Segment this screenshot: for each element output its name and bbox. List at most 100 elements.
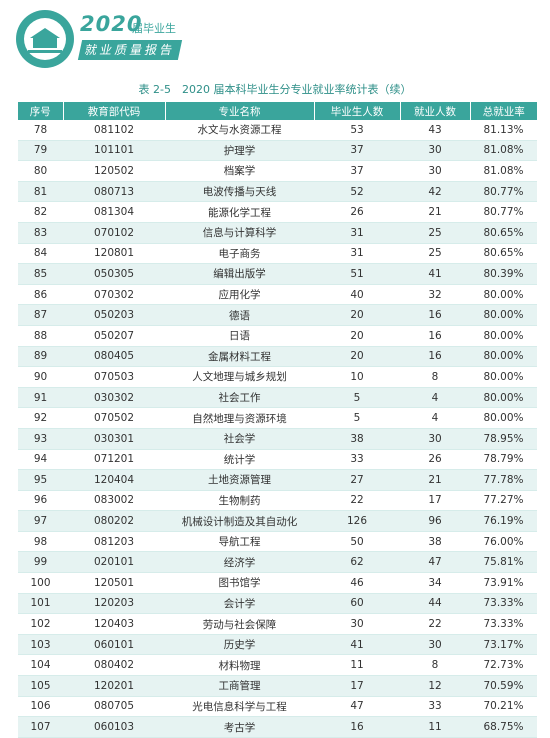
table-cell: 10	[314, 366, 400, 388]
table-row: 95 120404 土地资源管理 27 21 77.78%	[18, 469, 537, 491]
table-cell: 5	[314, 387, 400, 409]
table-cell: 72.73%	[470, 654, 537, 677]
table-cell: 050207	[63, 325, 165, 347]
table-cell: 44	[400, 593, 470, 615]
table-row: 80 120502 档案学 37 30 81.08%	[18, 160, 537, 182]
table-cell: 80.00%	[470, 366, 537, 388]
header-row: 序号 教育部代码 专业名称 毕业生人数 就业人数 总就业率	[18, 102, 537, 120]
table-cell: 030301	[63, 428, 165, 450]
table-cell: 16	[400, 325, 470, 347]
table-cell: 33	[400, 696, 470, 718]
table-cell: 16	[400, 346, 470, 368]
page: 2020 届毕业生 就业质量报告 表 2-5 2020 届本科毕业生分专业就业率…	[16, 10, 537, 738]
table-cell: 17	[400, 490, 470, 512]
table-cell: 26	[400, 449, 470, 471]
table-caption: 表 2-5 2020 届本科毕业生分专业就业率统计表（续）	[138, 83, 412, 96]
table-cell: 37	[314, 140, 400, 162]
table-cell: 080713	[63, 181, 165, 203]
table-cell: 071201	[63, 449, 165, 471]
table-cell: 4	[400, 407, 470, 429]
table-cell: 070502	[63, 407, 165, 429]
table-row: 91 030302 社会工作 5 4 80.00%	[18, 387, 537, 409]
table-cell: 50	[314, 531, 400, 553]
table-cell: 120502	[63, 160, 165, 182]
table-cell: 应用化学	[165, 284, 314, 306]
table-cell: 96	[400, 510, 470, 532]
table-row: 106 080705 光电信息科学与工程 47 33 70.21%	[18, 696, 537, 718]
table-row: 92 070502 自然地理与资源环境 5 4 80.00%	[18, 407, 537, 429]
table-cell: 81	[18, 181, 63, 203]
table-cell: 105	[18, 675, 63, 697]
table-row: 102 120403 劳动与社会保障 30 22 73.33%	[18, 613, 537, 635]
table-cell: 120501	[63, 572, 165, 594]
table-row: 87 050203 德语 20 16 80.00%	[18, 304, 537, 326]
table-cell: 80.39%	[470, 263, 537, 285]
table-cell: 护理学	[165, 140, 314, 162]
table-cell: 5	[314, 407, 400, 429]
table-cell: 30	[400, 428, 470, 450]
table-body: 78 081102 水文与水资源工程 53 43 81.13% 79 101101 护理学 37 3…	[18, 120, 537, 738]
column-header: 就业人数	[399, 102, 470, 120]
table-cell: 17	[314, 675, 400, 697]
table-cell: 82	[18, 201, 63, 223]
table-row: 94 071201 统计学 33 26 78.79%	[18, 449, 537, 471]
table-cell: 80.77%	[470, 181, 537, 203]
table-cell: 080405	[63, 346, 165, 368]
table-cell: 机械设计制造及其自动化	[165, 510, 314, 532]
table-cell: 97	[18, 510, 63, 532]
table-cell: 社会学	[165, 428, 314, 450]
table-row: 99 020101 经济学 62 47 75.81%	[18, 551, 537, 574]
table-cell: 070102	[63, 222, 165, 244]
table-cell: 73.17%	[470, 634, 537, 656]
table-cell: 能源化学工程	[165, 201, 314, 223]
table-cell: 32	[400, 284, 470, 306]
table-row: 78 081102 水文与水资源工程 53 43 81.13%	[18, 120, 537, 141]
table-row: 88 050207 日语 20 16 80.00%	[18, 325, 537, 347]
table-cell: 70.59%	[470, 675, 537, 697]
table-cell: 人文地理与城乡规划	[165, 366, 314, 388]
table-cell: 导航工程	[165, 531, 314, 553]
table: 序号 教育部代码 专业名称 毕业生人数 就业人数 总就业率 78 081102 水文与水资源工…	[18, 102, 537, 738]
table-cell: 120801	[63, 243, 165, 265]
table-cell: 80.65%	[470, 222, 537, 244]
table-cell: 劳动与社会保障	[165, 613, 314, 635]
table-cell: 081203	[63, 531, 165, 553]
table-cell: 92	[18, 407, 63, 429]
table-row: 107 060103 考古学 16 11 68.75%	[18, 716, 537, 738]
table-cell: 47	[314, 696, 400, 718]
table-cell: 21	[400, 201, 470, 223]
table-cell: 38	[400, 531, 470, 553]
table-cell: 4	[400, 387, 470, 409]
table-cell: 95	[18, 469, 63, 491]
table-cell: 41	[400, 263, 470, 285]
table-cell: 78.95%	[470, 428, 537, 450]
table-cell: 52	[314, 181, 400, 203]
table-cell: 社会工作	[165, 387, 314, 409]
table-cell: 16	[314, 716, 400, 738]
table-cell: 30	[400, 634, 470, 656]
table-cell: 81.08%	[470, 160, 537, 182]
table-cell: 081304	[63, 201, 165, 223]
table-cell: 080202	[63, 510, 165, 532]
table-cell: 80.00%	[470, 387, 537, 409]
table-row: 96 083002 生物制药 22 17 77.27%	[18, 490, 537, 512]
table-cell: 70.21%	[470, 696, 537, 718]
table-cell: 070503	[63, 366, 165, 388]
table-cell: 46	[314, 572, 400, 594]
table-row: 97 080202 机械设计制造及其自动化 126 96 76.19%	[18, 510, 537, 532]
table-cell: 11	[314, 654, 400, 677]
logo-roof	[30, 28, 60, 38]
table-cell: 80.00%	[470, 304, 537, 326]
header-subtitle: 届毕业生	[132, 22, 176, 35]
table-cell: 060103	[63, 716, 165, 738]
table-cell: 080705	[63, 696, 165, 718]
table-cell: 日语	[165, 325, 314, 347]
table-cell: 101101	[63, 140, 165, 162]
table-cell: 经济学	[165, 551, 314, 574]
table-cell: 光电信息科学与工程	[165, 696, 314, 718]
logo-base	[28, 50, 62, 53]
table-cell: 120203	[63, 593, 165, 615]
table-cell: 生物制药	[165, 490, 314, 512]
table-cell: 81.13%	[470, 120, 537, 141]
table-cell: 47	[400, 551, 470, 574]
